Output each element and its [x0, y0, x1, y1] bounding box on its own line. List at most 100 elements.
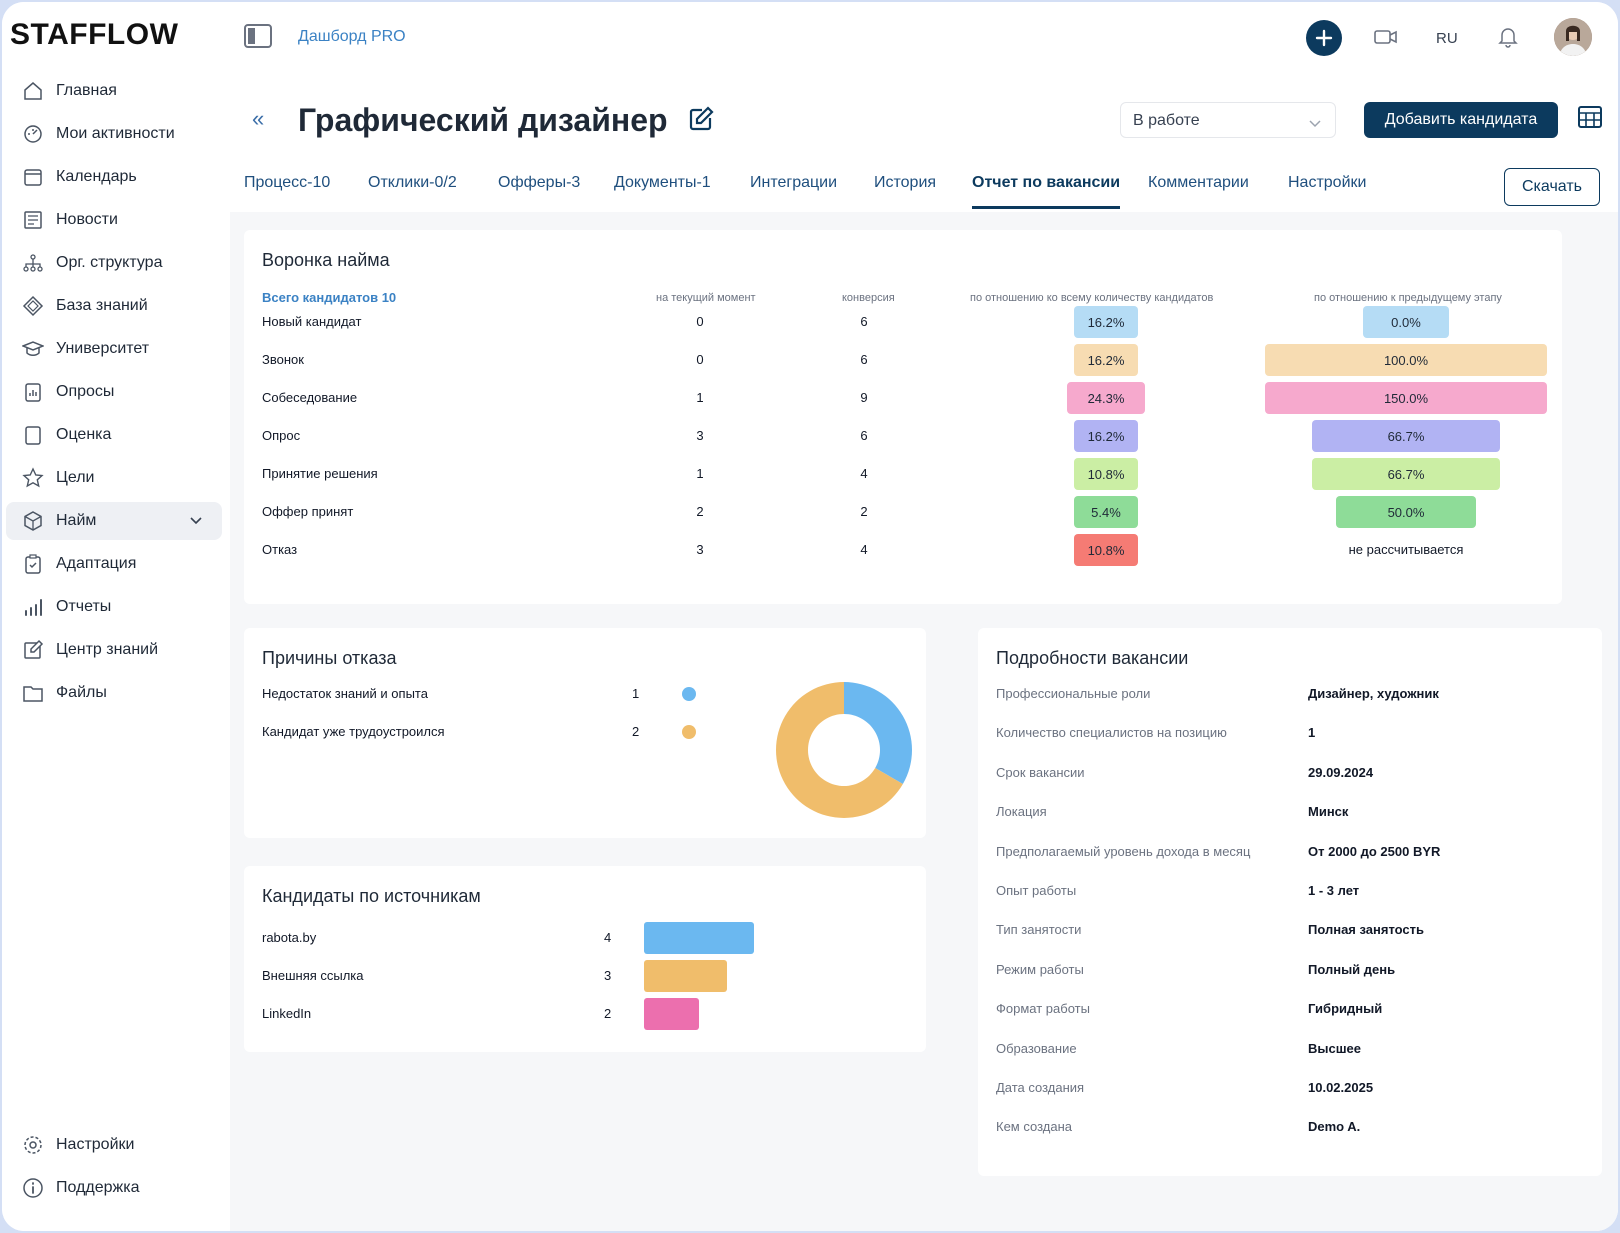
tab[interactable]: История	[874, 174, 937, 191]
source-label: LinkedIn	[262, 1006, 312, 1021]
download-button[interactable]: Скачать	[1504, 168, 1600, 206]
calendar-icon	[22, 166, 44, 188]
detail-value: Минск	[1308, 804, 1349, 820]
funnel-row: Оффер принят 2 2 5.4% 50.0%	[244, 496, 1562, 528]
funnel-row: Собеседование 1 9 24.3% 150.0%	[244, 382, 1562, 414]
detail-label: Опыт работы	[996, 883, 1077, 898]
funnel-total-pct-bar: 10.8%	[1074, 458, 1138, 490]
bars-icon	[22, 596, 44, 618]
detail-label: Предполагаемый уровень дохода в месяц	[996, 843, 1251, 859]
sidebar-item-label: Отчеты	[56, 598, 112, 615]
add-candidate-button[interactable]: Добавить кандидата	[1364, 102, 1558, 138]
tab[interactable]: Интеграции	[750, 174, 838, 191]
source-bar	[644, 960, 727, 992]
detail-value: От 2000 до 2500 BYR	[1308, 843, 1441, 859]
detail-value: Demo A.	[1308, 1119, 1361, 1135]
sidebar-item[interactable]: Мои активности	[6, 115, 222, 153]
status-select[interactable]: В работе	[1120, 102, 1336, 138]
edit-title-icon[interactable]	[688, 106, 714, 137]
funnel-prev-pct-bar: 66.7%	[1312, 420, 1500, 452]
reason-count: 1	[632, 686, 640, 701]
funnel-prev-pct-text: не рассчитывается	[1348, 542, 1464, 557]
tab[interactable]: Комментарии	[1148, 174, 1249, 191]
language-switch[interactable]: RU	[1436, 30, 1458, 47]
funnel-row: Опрос 3 6 16.2% 66.7%	[244, 420, 1562, 452]
news-icon	[22, 209, 44, 231]
sidebar-item[interactable]: Оценка	[6, 416, 222, 454]
sidebar-item[interactable]: Опросы	[6, 373, 222, 411]
sidebar-item-label: Настройки	[56, 1136, 135, 1153]
sidebar-item-label: Мои активности	[56, 125, 175, 142]
tab[interactable]: Офферы-3	[498, 174, 581, 191]
funnel-row: Звонок 0 6 16.2% 100.0%	[244, 344, 1562, 376]
reason-label: Недостаток знаний и опыта	[262, 686, 428, 701]
table-view-icon[interactable]	[1578, 106, 1602, 133]
col-total-pct-header: по отношению ко всему количеству кандида…	[970, 292, 1214, 304]
vacancy-details-card: Подробности вакансии Профессиональные ро…	[978, 628, 1602, 1176]
sidebar-item-label: Адаптация	[56, 555, 137, 572]
sidebar-bottom-item[interactable]: Настройки	[6, 1126, 222, 1164]
avatar[interactable]	[1554, 18, 1592, 56]
sidebar-bottom-item[interactable]: Поддержка	[6, 1169, 222, 1207]
video-icon[interactable]	[1374, 28, 1398, 51]
breadcrumb[interactable]: Дашборд PRO	[298, 28, 406, 45]
tab[interactable]: Процесс-10	[244, 174, 331, 191]
sidebar-item-label: Оценка	[56, 426, 112, 443]
detail-value: Высшее	[1308, 1040, 1362, 1056]
funnel-prev-pct-bar: 50.0%	[1336, 496, 1476, 528]
clipboard-icon	[22, 553, 44, 575]
star-icon	[22, 467, 44, 489]
funnel-row: Отказ 3 4 10.8% не рассчитывается	[244, 534, 1562, 566]
detail-label: Формат работы	[996, 1001, 1090, 1017]
sidebar-item-label: Найм	[56, 512, 97, 529]
sidebar-item[interactable]: Цели	[6, 459, 222, 497]
sidebar-item[interactable]: Центр знаний	[6, 631, 222, 669]
funnel-current: 0	[696, 314, 704, 329]
sidebar-item[interactable]: Главная	[6, 72, 222, 110]
reason-color-dot	[682, 687, 696, 701]
detail-value: 1 - 3 лет	[1308, 883, 1360, 898]
detail-label: Локация	[996, 804, 1047, 820]
sidebar-item[interactable]: Отчеты	[6, 588, 222, 626]
detail-label: Режим работы	[996, 961, 1084, 977]
back-chevron-icon[interactable]: «	[252, 106, 265, 131]
source-label: rabota.by	[262, 930, 317, 945]
tab[interactable]: Документы-1	[614, 174, 711, 191]
sidebar-item[interactable]: Календарь	[6, 158, 222, 196]
col-conversion-header: конверсия	[842, 292, 895, 304]
sidebar-item[interactable]: Адаптация	[6, 545, 222, 583]
tab[interactable]: Отклики-0/2	[368, 174, 457, 191]
col-current-header: на текущий момент	[656, 292, 756, 304]
main-area: Дашборд PRO RU « Графический дизайнер В …	[226, 2, 1618, 1231]
bell-icon[interactable]	[1498, 26, 1518, 53]
sidebar-toggle-icon[interactable]	[244, 24, 272, 48]
sidebar-item[interactable]: База знаний	[6, 287, 222, 325]
detail-label: Кем создана	[996, 1119, 1072, 1135]
detail-value: 29.09.2024	[1308, 764, 1374, 780]
funnel-title: Воронка найма	[262, 250, 390, 270]
sidebar-item[interactable]: Файлы	[6, 674, 222, 712]
add-plus-button[interactable]	[1306, 20, 1342, 56]
sidebar-item[interactable]: Университет	[6, 330, 222, 368]
funnel-stage-name: Оффер принят	[262, 504, 354, 519]
funnel-total-pct-bar: 5.4%	[1074, 496, 1138, 528]
folder-icon	[22, 682, 44, 704]
funnel-prev-pct-bar: 100.0%	[1265, 344, 1547, 376]
funnel-conversion: 6	[860, 428, 868, 443]
source-count: 2	[604, 1006, 612, 1021]
sidebar-item[interactable]: Орг. структура	[6, 244, 222, 282]
funnel-current: 3	[696, 428, 704, 443]
tab[interactable]: Отчет по вакансии	[972, 174, 1121, 209]
org-icon	[22, 252, 44, 274]
detail-label: Профессиональные роли	[996, 686, 1151, 701]
tab[interactable]: Настройки	[1288, 174, 1367, 191]
sidebar-item[interactable]: Найм	[6, 502, 222, 540]
rejection-donut-chart	[776, 682, 912, 818]
status-select-value: В работе	[1133, 112, 1200, 129]
funnel-prev-pct-bar: 66.7%	[1312, 458, 1500, 490]
funnel-total[interactable]: Всего кандидатов 10	[262, 290, 397, 305]
page-title: Графический дизайнер	[298, 102, 668, 138]
sources-title: Кандидаты по источникам	[262, 886, 481, 906]
sidebar-item[interactable]: Новости	[6, 201, 222, 239]
survey-icon	[22, 381, 44, 403]
